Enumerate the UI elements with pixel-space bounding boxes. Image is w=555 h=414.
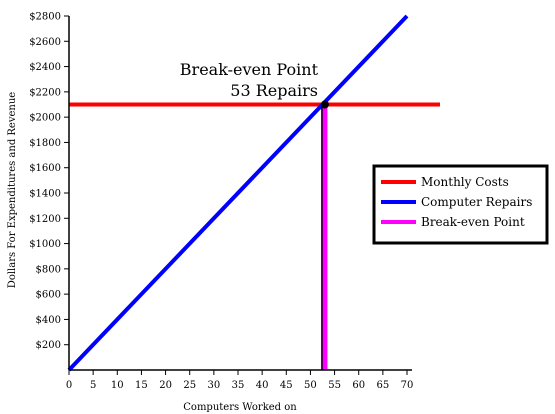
legend-label-computer-repairs: Computer Repairs (421, 195, 532, 209)
x-tick-label: 10 (111, 380, 124, 391)
x-tick-label: 70 (401, 380, 414, 391)
y-tick-label: $800 (36, 264, 61, 275)
break-even-marker (320, 100, 329, 109)
x-tick-label: 20 (159, 380, 172, 391)
y-tick-label: $1600 (29, 163, 61, 174)
y-axis-title: Dollars For Expenditures and Revenue (7, 92, 18, 289)
x-tick-label: 60 (352, 380, 365, 391)
annotation-line-2: 53 Repairs (230, 81, 318, 100)
x-tick-group: 0 5 10 15 20 25 30 35 40 45 50 55 60 65 70 (66, 370, 414, 391)
y-tick-label: $1800 (29, 138, 61, 149)
x-tick-label: 25 (183, 380, 196, 391)
y-tick-label: $2800 (29, 12, 61, 23)
plot-area: 0 5 10 15 20 25 30 35 40 45 50 55 60 65 70 $200 $400 $60… (29, 12, 440, 391)
y-tick-label: $2600 (29, 37, 61, 48)
x-tick-label: 55 (328, 380, 341, 391)
y-tick-label: $200 (36, 340, 61, 351)
x-tick-label: 15 (135, 380, 148, 391)
x-tick-label: 50 (304, 380, 317, 391)
y-tick-label: $2400 (29, 62, 61, 73)
legend-label-monthly-costs: Monthly Costs (421, 175, 509, 189)
y-tick-label: $2200 (29, 87, 61, 98)
y-tick-label: $400 (36, 315, 61, 326)
x-tick-label: 45 (280, 380, 293, 391)
x-tick-label: 40 (256, 380, 269, 391)
x-tick-label: 30 (207, 380, 220, 391)
y-tick-label: $1400 (29, 189, 61, 200)
legend-label-break-even-point: Break-even Point (421, 215, 525, 229)
y-tick-label: $1000 (29, 239, 61, 250)
series-layer (67, 14, 440, 372)
y-tick-label: $2000 (29, 113, 61, 124)
series-line-computer-repairs (67, 14, 409, 372)
x-tick-label: 65 (376, 380, 389, 391)
legend-frame (372, 164, 549, 245)
y-tick-group: $200 $400 $600 $800 $1000 $1200 $1400 $1600 $180… (29, 12, 69, 351)
legend: Monthly Costs Computer Repairs Break-eve… (372, 164, 549, 245)
annotation-line-1: Break-even Point (180, 60, 319, 79)
x-tick-label: 5 (90, 380, 96, 391)
y-tick-label: $1200 (29, 214, 61, 225)
x-axis-title: Computers Worked on (183, 402, 297, 413)
x-tick-label: 0 (66, 380, 72, 391)
x-tick-label: 35 (232, 380, 245, 391)
y-tick-label: $600 (36, 290, 61, 301)
